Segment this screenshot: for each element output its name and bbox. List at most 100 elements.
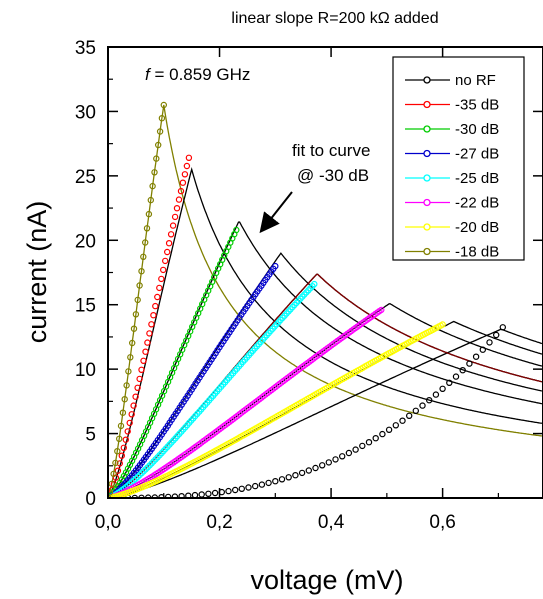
- data-point: [352, 446, 359, 453]
- data-point: [112, 459, 119, 467]
- data-point: [285, 474, 292, 481]
- legend-swatch-marker: [423, 174, 431, 182]
- data-point: [108, 480, 115, 488]
- data-point: [130, 402, 137, 409]
- data-point: [198, 491, 205, 498]
- data-point: [127, 354, 134, 361]
- data-point: [233, 226, 240, 234]
- data-point: [439, 321, 446, 328]
- fit-curve-5: [108, 303, 543, 498]
- frequency-annotation: f = 0.859 GHz: [145, 65, 250, 84]
- data-point: [132, 393, 139, 400]
- data-point: [154, 141, 162, 149]
- data-point: [472, 353, 480, 360]
- data-point: [385, 426, 393, 433]
- data-point: [392, 422, 399, 429]
- data-point: [156, 128, 164, 135]
- data-point: [140, 253, 147, 260]
- y-axis: 0 5 10 15 20 25 30 35: [75, 38, 543, 510]
- data-point: [298, 469, 306, 477]
- data-point: [191, 491, 199, 498]
- x-tick-label: 0,4: [318, 512, 345, 533]
- data-point: [169, 222, 177, 229]
- data-point: [138, 366, 145, 373]
- data-point: [278, 476, 286, 483]
- legend-entry-label: -30 dB: [455, 121, 499, 138]
- fit-curve-7: [108, 328, 543, 498]
- y-tick-label: 15: [75, 296, 96, 317]
- data-point: [134, 296, 141, 304]
- legend-swatch-marker: [423, 198, 431, 207]
- data-point: [121, 396, 128, 403]
- data-point: [205, 490, 212, 497]
- y-tick-label: 5: [85, 425, 96, 446]
- legend-swatch-marker: [423, 125, 431, 133]
- data-point: [130, 325, 138, 332]
- data-point: [142, 348, 149, 355]
- legend-swatch-marker: [423, 223, 431, 231]
- legend-swatch-marker: [423, 247, 431, 256]
- series-1: [108, 154, 193, 498]
- data-point: [140, 357, 147, 364]
- data-point: [143, 225, 151, 232]
- data-point: [245, 484, 252, 491]
- y-tick-label: 25: [75, 167, 96, 188]
- data-point: [345, 449, 353, 457]
- data-point: [181, 171, 189, 178]
- data-point: [319, 462, 326, 469]
- fit-curve-0: [108, 104, 543, 498]
- data-point: [122, 436, 130, 443]
- legend-entry-label: no RF: [455, 72, 496, 89]
- legend-entry-label: -27 dB: [455, 146, 499, 163]
- data-point: [372, 435, 379, 442]
- data-point: [175, 196, 183, 203]
- data-point: [225, 487, 232, 495]
- data-point: [466, 360, 473, 367]
- data-point: [165, 493, 172, 498]
- data-point: [183, 162, 191, 170]
- legend-entry-label: -22 dB: [455, 195, 499, 212]
- y-tick-label: 35: [75, 38, 96, 59]
- data-point: [160, 101, 167, 109]
- legend-box: [392, 56, 525, 261]
- data-point: [114, 448, 121, 455]
- data-point: [339, 453, 346, 460]
- data-point: [439, 385, 446, 392]
- data-point: [379, 430, 386, 438]
- data-point: [171, 493, 179, 498]
- data-point: [399, 417, 406, 424]
- data-point: [123, 382, 130, 389]
- data-point: [499, 324, 506, 331]
- data-point: [258, 481, 266, 488]
- data-point: [118, 452, 126, 459]
- data-point: [177, 187, 185, 195]
- data-point: [151, 169, 158, 176]
- data-point: [452, 373, 460, 380]
- legend: no RF -35 dB -30 dB -27 dB -25 dB -22 dB -20 d…: [392, 56, 525, 261]
- x-tick-label: 0,6: [429, 512, 455, 533]
- data-point: [365, 439, 373, 446]
- fit-annotation-line1: fit to curve: [292, 141, 370, 160]
- data-point: [136, 375, 143, 383]
- data-point: [149, 182, 156, 190]
- fit-curve-1: [108, 166, 543, 498]
- data-point: [153, 155, 160, 162]
- x-axis: 0,0 0,2 0,4 0,6: [95, 47, 499, 533]
- data-point: [144, 339, 151, 346]
- data-point: [311, 280, 318, 288]
- data-point: [178, 493, 185, 498]
- data-point: [161, 257, 169, 265]
- data-point: [185, 492, 192, 498]
- data-point: [486, 339, 493, 346]
- data-point: [446, 379, 453, 386]
- data-point: [126, 419, 133, 427]
- data-point: [479, 346, 486, 353]
- data-point: [124, 428, 131, 435]
- data-point: [128, 339, 136, 347]
- frequency-value: = 0.859 GHz: [150, 65, 251, 84]
- legend-swatch-marker: [423, 76, 431, 84]
- data-point: [173, 204, 181, 212]
- data-point: [185, 154, 193, 161]
- data-point: [136, 282, 143, 289]
